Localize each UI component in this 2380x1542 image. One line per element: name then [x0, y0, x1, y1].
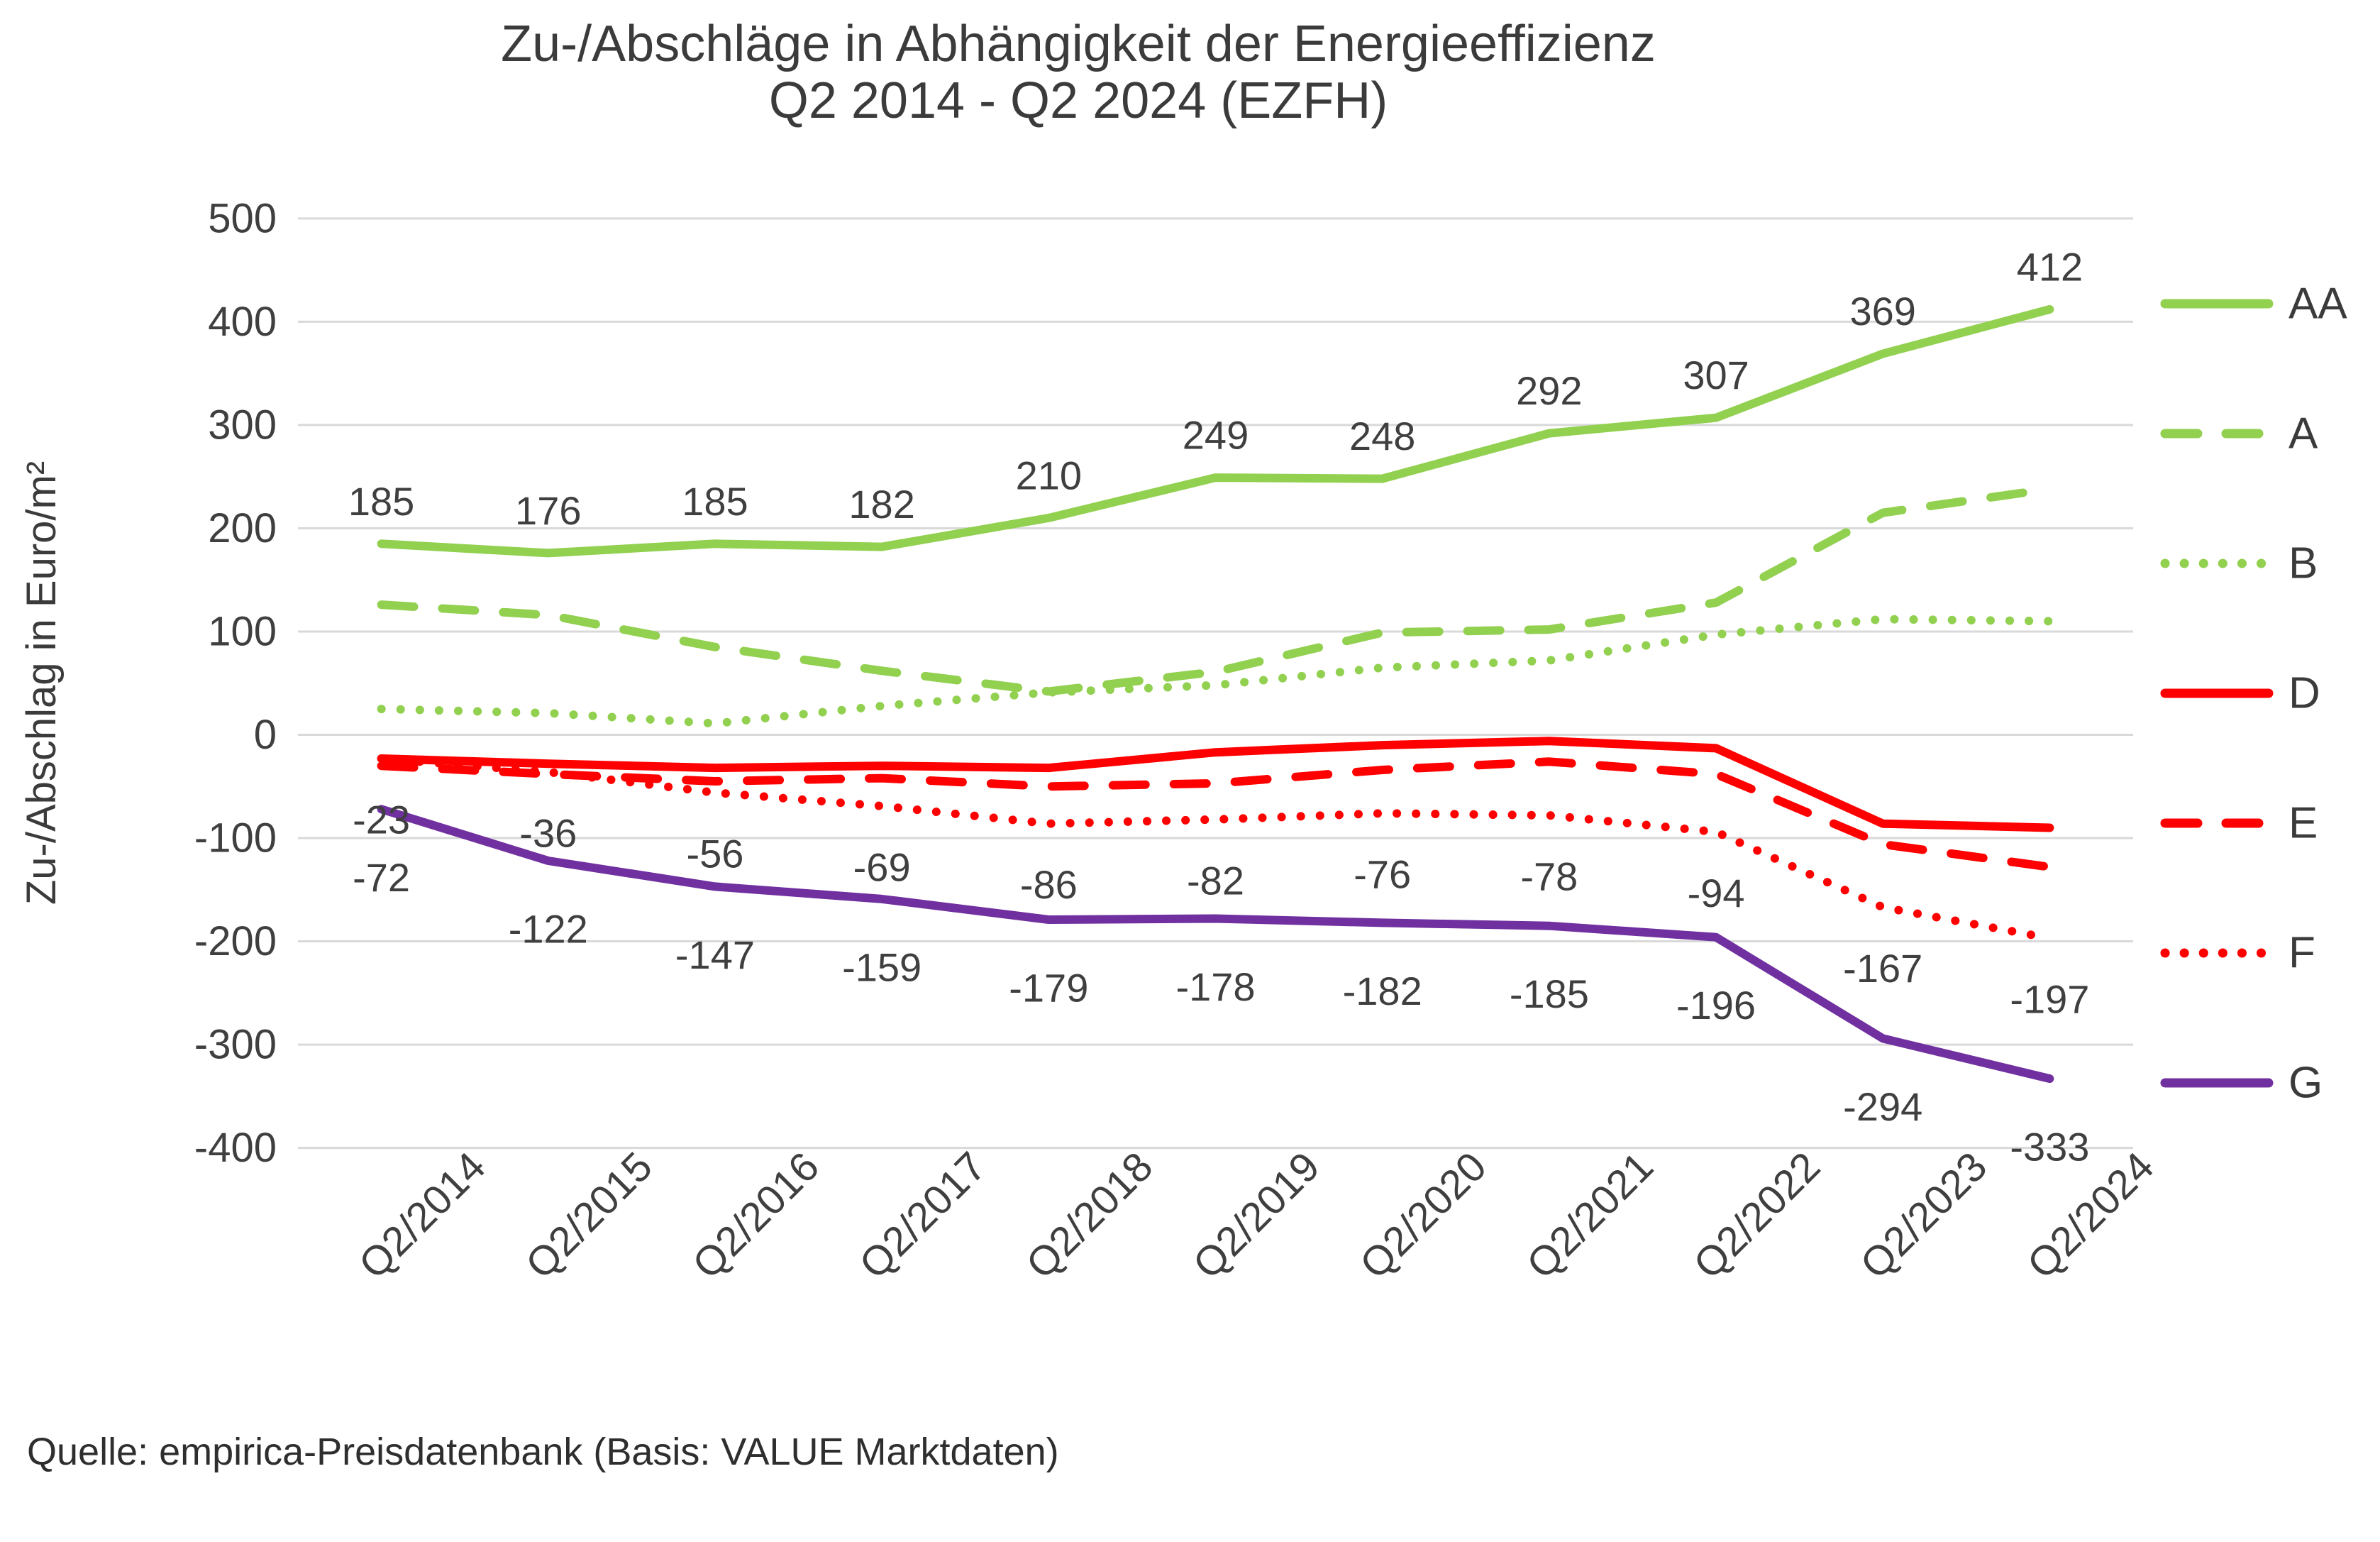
data-label-G-Q2/2016: -147 — [675, 932, 755, 977]
x-tick-label-Q2/2016: Q2/2016 — [684, 1143, 828, 1287]
y-tick-label--100: -100 — [194, 815, 277, 861]
data-label-F-Q2/2021: -78 — [1520, 854, 1578, 899]
legend-label-B: B — [2288, 539, 2318, 588]
x-tick-label-Q2/2018: Q2/2018 — [1017, 1143, 1161, 1287]
data-label-AA-Q2/2023: 369 — [1850, 289, 1916, 334]
source-caption: Quelle: empirica-Preisdatenbank (Basis: … — [27, 1431, 1059, 1473]
legend-label-E: E — [2288, 799, 2318, 848]
series-line-F — [377, 754, 2054, 943]
y-tick-label--200: -200 — [194, 918, 277, 964]
data-label-AA-Q2/2015: 176 — [515, 488, 581, 533]
data-label-G-Q2/2014: -72 — [353, 855, 410, 900]
data-label-F-Q2/2018: -86 — [1020, 862, 1078, 907]
chart-title-line2: Q2 2014 - Q2 2024 (EZFH) — [768, 72, 1388, 129]
data-label-AA-Q2/2017: 182 — [848, 482, 914, 527]
data-label-F-Q2/2017: -69 — [853, 844, 911, 889]
data-label-F-Q2/2022: -94 — [1688, 871, 1745, 915]
data-label-F-Q2/2019: -82 — [1187, 858, 1244, 903]
y-tick-label-100: 100 — [208, 608, 277, 654]
x-tick-label-Q2/2022: Q2/2022 — [1685, 1143, 1829, 1287]
legend-label-D: D — [2288, 669, 2320, 718]
y-tick-label--400: -400 — [194, 1125, 277, 1171]
y-tick-label-400: 400 — [208, 299, 277, 345]
x-tick-label-Q2/2019: Q2/2019 — [1184, 1143, 1328, 1287]
data-label-F-Q2/2015: -36 — [519, 810, 577, 855]
data-label-G-Q2/2022: -196 — [1676, 983, 1756, 1028]
legend-label-F: F — [2288, 929, 2315, 978]
series-line-AA — [377, 304, 2054, 558]
data-label-F-Q2/2016: -56 — [686, 831, 743, 876]
data-label-F-Q2/2020: -76 — [1354, 852, 1411, 897]
chart-title-line1: Zu-/Abschläge in Abhängigkeit der Energi… — [501, 16, 1656, 72]
data-label-AA-Q2/2021: 292 — [1516, 368, 1582, 413]
y-tick-label-300: 300 — [208, 402, 277, 448]
legend-label-AA: AA — [2288, 280, 2347, 329]
data-label-AA-Q2/2014: 185 — [348, 479, 414, 524]
data-label-AA-Q2/2016: 185 — [682, 479, 748, 524]
y-tick-label-0: 0 — [254, 712, 277, 758]
data-label-F-Q2/2014: -23 — [353, 797, 410, 842]
y-tick-label-200: 200 — [208, 505, 277, 551]
x-tick-label-Q2/2020: Q2/2020 — [1351, 1143, 1495, 1287]
data-label-AA-Q2/2022: 307 — [1683, 353, 1749, 397]
data-label-G-Q2/2021: -185 — [1510, 971, 1589, 1016]
x-tick-label-Q2/2014: Q2/2014 — [350, 1143, 494, 1287]
data-label-AA-Q2/2020: 248 — [1349, 414, 1415, 458]
x-tick-label-Q2/2021: Q2/2021 — [1518, 1143, 1662, 1287]
data-label-G-Q2/2015: -122 — [509, 907, 588, 952]
y-tick-label--300: -300 — [194, 1022, 277, 1068]
series-line-D — [377, 737, 2054, 832]
data-label-G-Q2/2017: -159 — [842, 945, 921, 989]
series-line-E — [377, 757, 2054, 871]
data-label-AA-Q2/2024: 412 — [2017, 244, 2083, 289]
x-tick-label-Q2/2017: Q2/2017 — [851, 1143, 995, 1287]
y-axis-title: Zu-/Abschlag in Euro/m² — [18, 461, 65, 905]
data-label-G-Q2/2018: -179 — [1009, 965, 1088, 1010]
series-line-A — [377, 485, 2054, 696]
data-label-G-Q2/2019: -178 — [1175, 964, 1255, 1009]
legend-label-G: G — [2288, 1059, 2323, 1108]
data-label-G-Q2/2023: -294 — [1843, 1084, 1922, 1129]
series-line-G — [377, 805, 2054, 1084]
x-tick-label-Q2/2023: Q2/2023 — [1852, 1143, 1996, 1287]
data-label-G-Q2/2024: -333 — [2010, 1125, 2089, 1169]
data-label-AA-Q2/2019: 249 — [1183, 413, 1249, 458]
x-tick-label-Q2/2015: Q2/2015 — [517, 1143, 661, 1287]
data-label-AA-Q2/2018: 210 — [1016, 453, 1082, 497]
chart-title: Zu-/Abschläge in Abhängigkeit der Energi… — [0, 16, 2157, 129]
legend-label-A: A — [2288, 409, 2318, 458]
data-label-F-Q2/2024: -197 — [2010, 977, 2089, 1022]
y-tick-label-500: 500 — [208, 195, 277, 241]
data-label-G-Q2/2020: -182 — [1343, 969, 1422, 1013]
data-label-F-Q2/2023: -167 — [1843, 946, 1922, 991]
